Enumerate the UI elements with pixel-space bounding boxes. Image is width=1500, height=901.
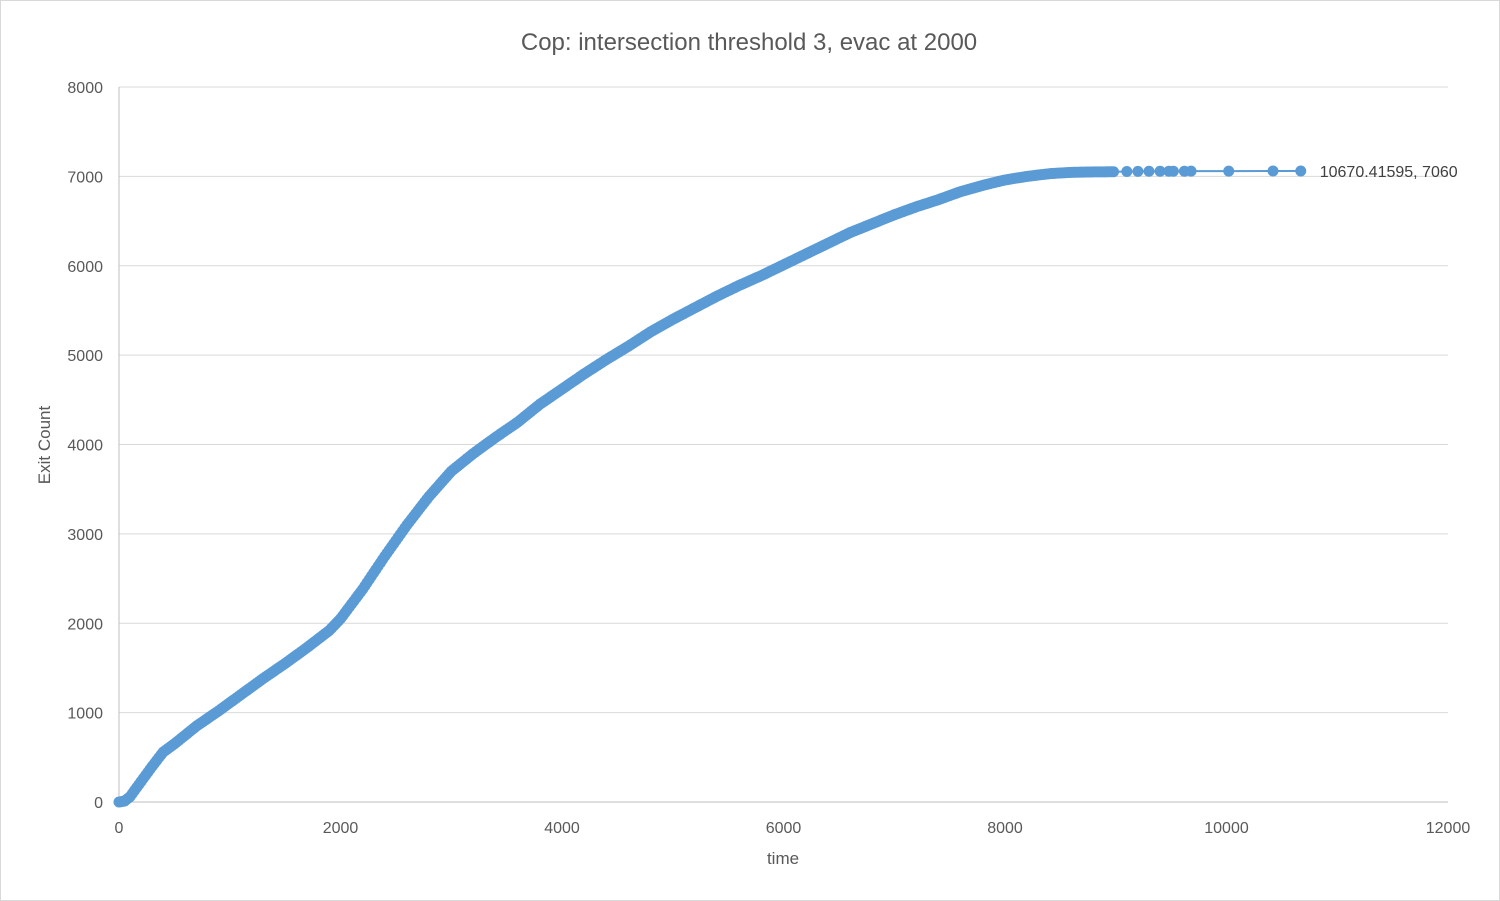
x-tick-label: 0 <box>115 820 124 837</box>
y-tick-label: 1000 <box>67 706 103 723</box>
y-tick-label: 0 <box>94 795 103 812</box>
data-point <box>1121 165 1133 177</box>
y-tick-label: 8000 <box>67 80 103 97</box>
series-exit-count <box>113 165 1307 808</box>
x-axis-ticks: 0 2000 4000 6000 8000 10000 12000 <box>115 820 1471 837</box>
chart-title: Cop: intersection threshold 3, evac at 2… <box>521 29 977 56</box>
x-tick-label: 2000 <box>323 820 359 837</box>
data-point <box>1154 165 1166 177</box>
y-tick-label: 2000 <box>67 616 103 633</box>
data-point <box>1143 165 1155 177</box>
x-tick-label: 12000 <box>1426 820 1471 837</box>
data-point <box>1295 165 1307 177</box>
data-label-last-point: 10670.41595, 7060 <box>1320 164 1458 181</box>
data-point <box>1267 165 1279 177</box>
data-point <box>1185 165 1197 177</box>
data-point <box>1167 165 1179 177</box>
y-tick-label: 6000 <box>67 259 103 276</box>
x-tick-label: 6000 <box>766 820 802 837</box>
y-tick-label: 4000 <box>67 438 103 455</box>
data-point <box>1132 165 1144 177</box>
x-tick-label: 4000 <box>544 820 580 837</box>
y-tick-label: 7000 <box>67 169 103 186</box>
y-axis-ticks: 0 1000 2000 3000 4000 5000 6000 7000 8000 <box>67 80 103 812</box>
y-tick-label: 3000 <box>67 527 103 544</box>
x-tick-label: 8000 <box>987 820 1023 837</box>
data-point <box>1223 165 1235 177</box>
x-axis-title: time <box>767 849 799 868</box>
gridlines <box>119 86 1448 714</box>
x-tick-label: 10000 <box>1204 820 1249 837</box>
y-axis-title: Exit Count <box>35 406 54 485</box>
y-tick-label: 5000 <box>67 348 103 365</box>
data-point <box>1108 166 1120 178</box>
